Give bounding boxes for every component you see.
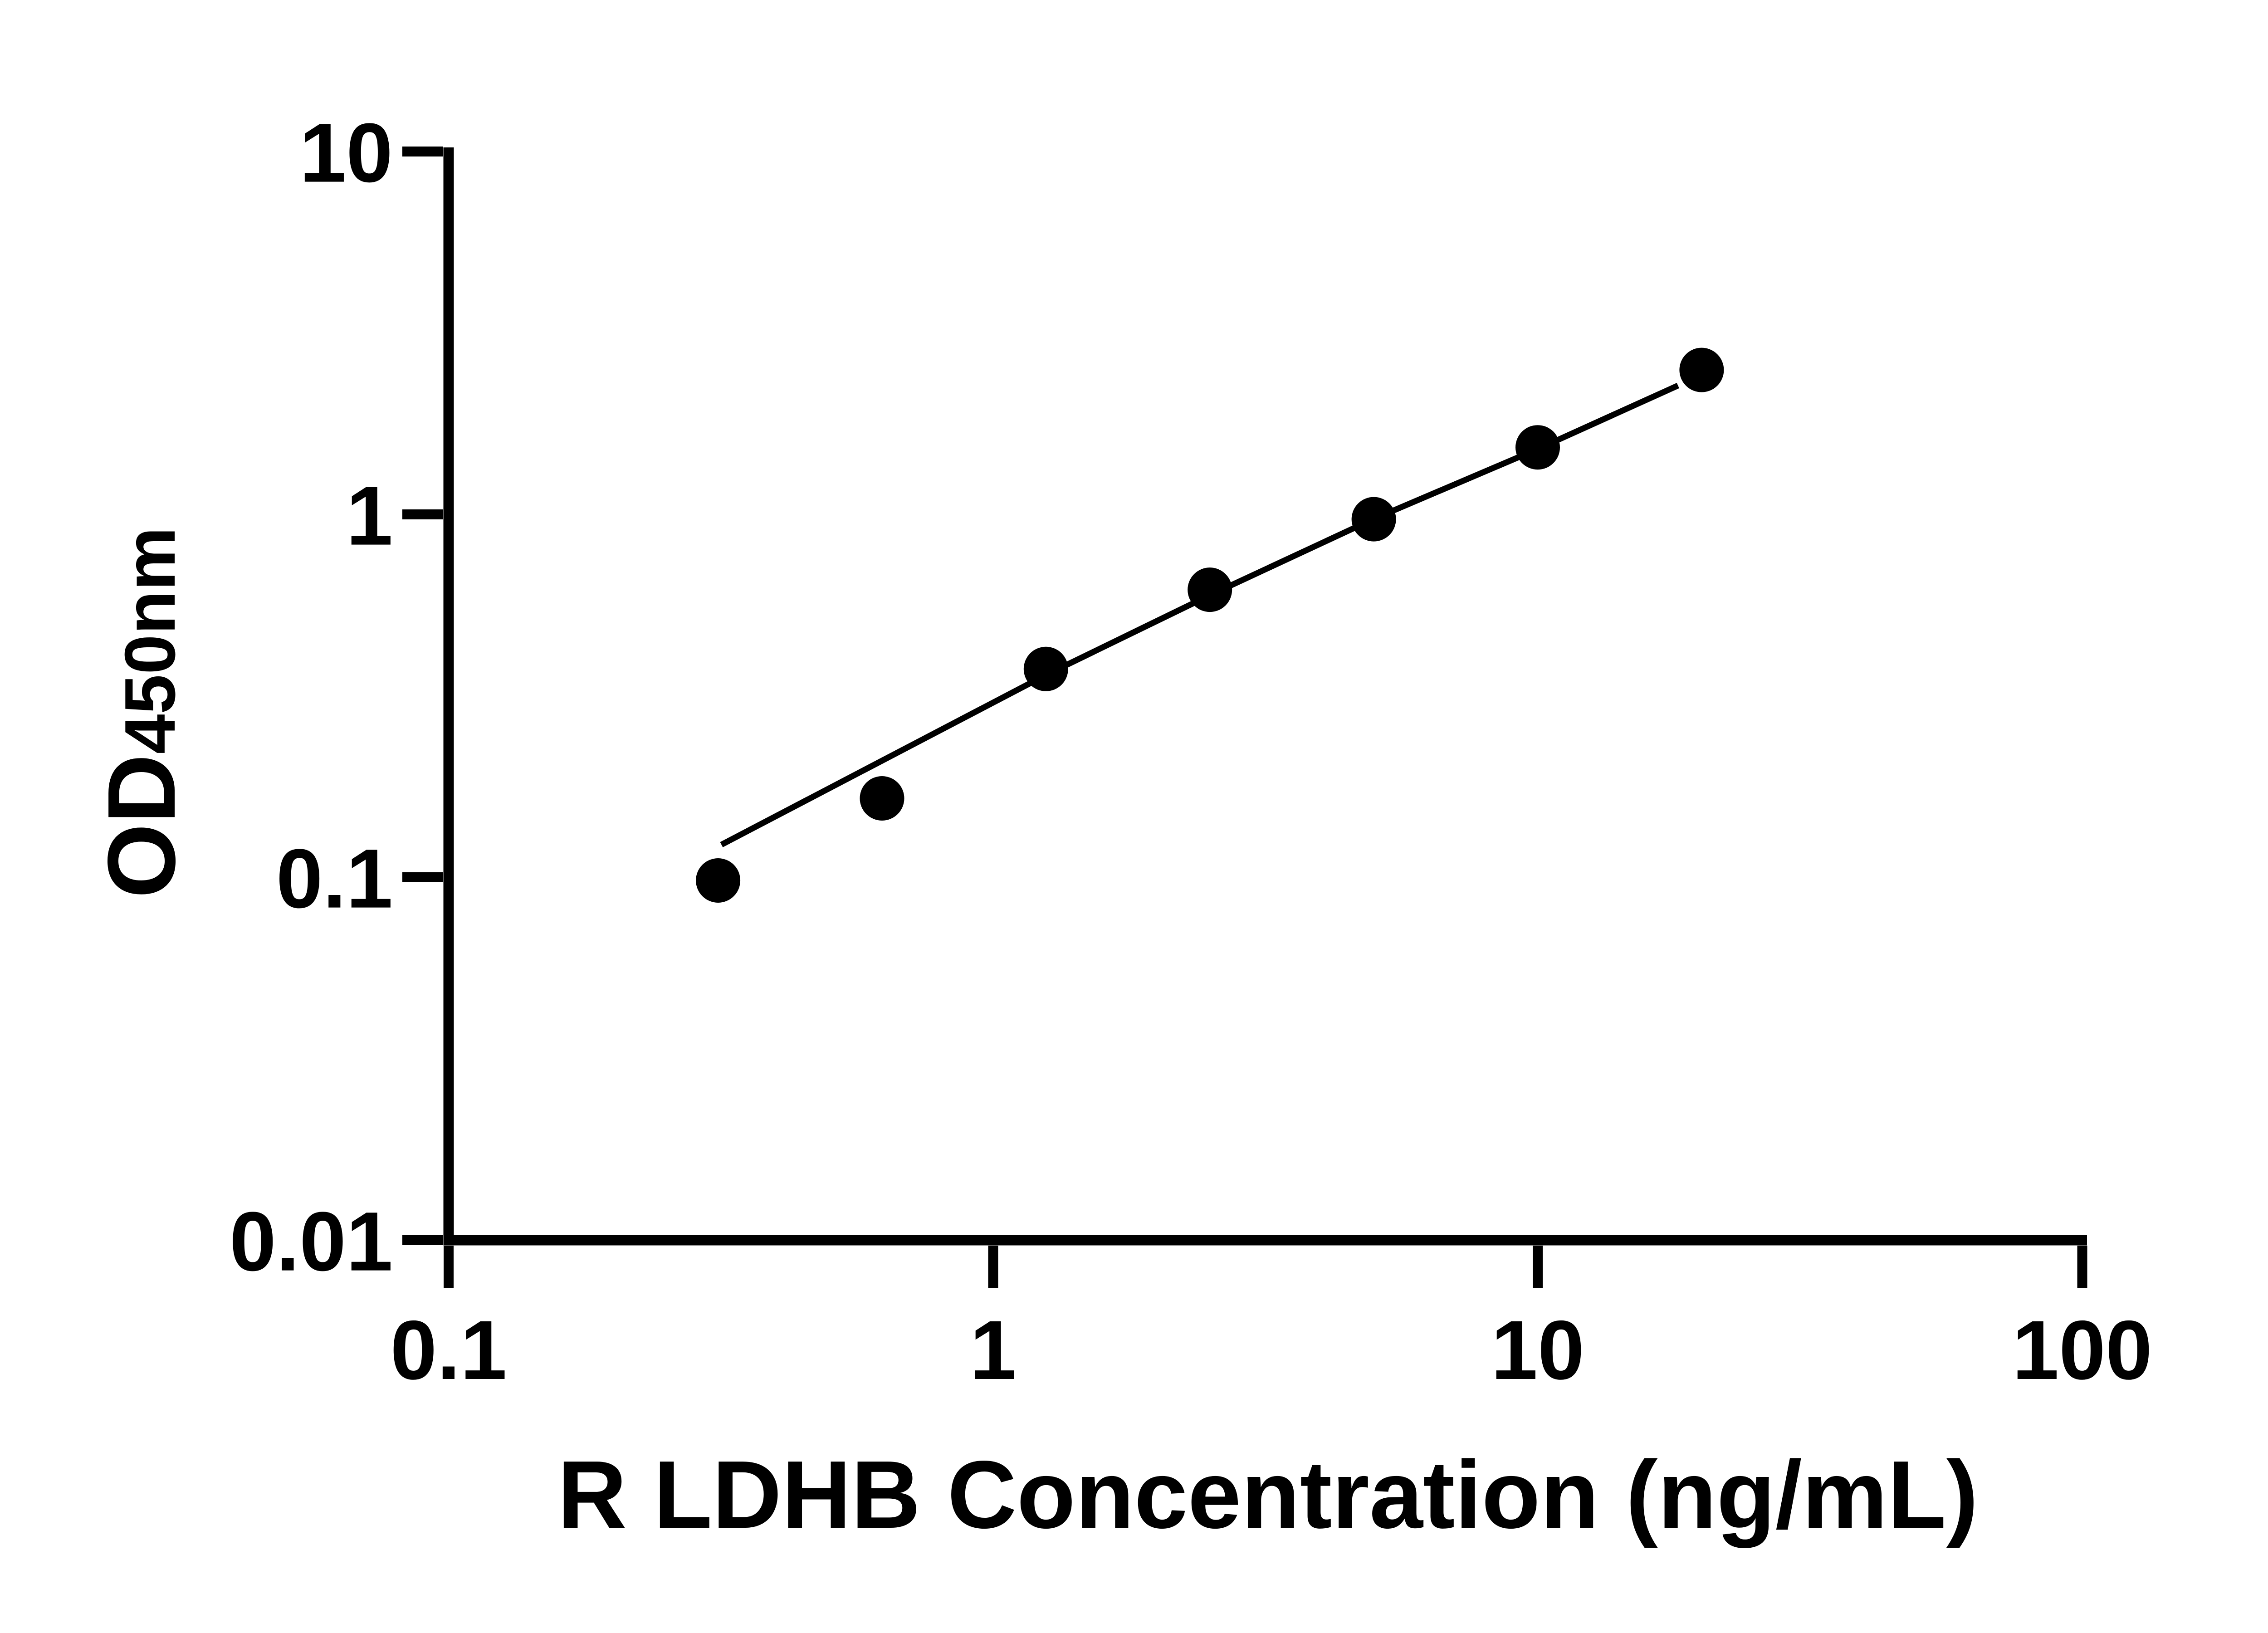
- y-axis-title-sub: 450nm: [110, 527, 190, 754]
- x-tick-label: 1: [970, 1304, 1017, 1397]
- y-axis-title: OD450nm: [88, 527, 195, 899]
- fit-line-layer: [720, 382, 1679, 847]
- data-point: [1023, 646, 1068, 691]
- y-tick-label: 1: [346, 469, 393, 563]
- data-point: [696, 858, 741, 903]
- data-point: [1679, 347, 1724, 392]
- axis-layer: [443, 147, 2087, 1246]
- tick-layer: [402, 147, 2087, 1288]
- x-tick-label: 10: [1491, 1304, 1584, 1397]
- tick-label-layer: 0.01 0.1 1 10 0.1 1 10 100: [230, 107, 2152, 1397]
- data-point-layer: [696, 347, 1724, 903]
- y-tick-label: 0.1: [276, 832, 393, 926]
- data-point: [1515, 425, 1560, 470]
- x-axis-title: R LDHB Concentration (ng/mL): [557, 1441, 1979, 1548]
- x-tick-label: 100: [2012, 1304, 2152, 1397]
- x-tick-label: 0.1: [390, 1304, 507, 1397]
- y-axis-title-main: OD: [88, 754, 195, 898]
- data-point: [1351, 497, 1396, 542]
- y-tick-label: 10: [299, 107, 393, 200]
- data-point: [1188, 567, 1232, 612]
- data-point: [860, 776, 904, 821]
- y-tick-label: 0.01: [230, 1195, 393, 1289]
- fit-line: [720, 382, 1679, 847]
